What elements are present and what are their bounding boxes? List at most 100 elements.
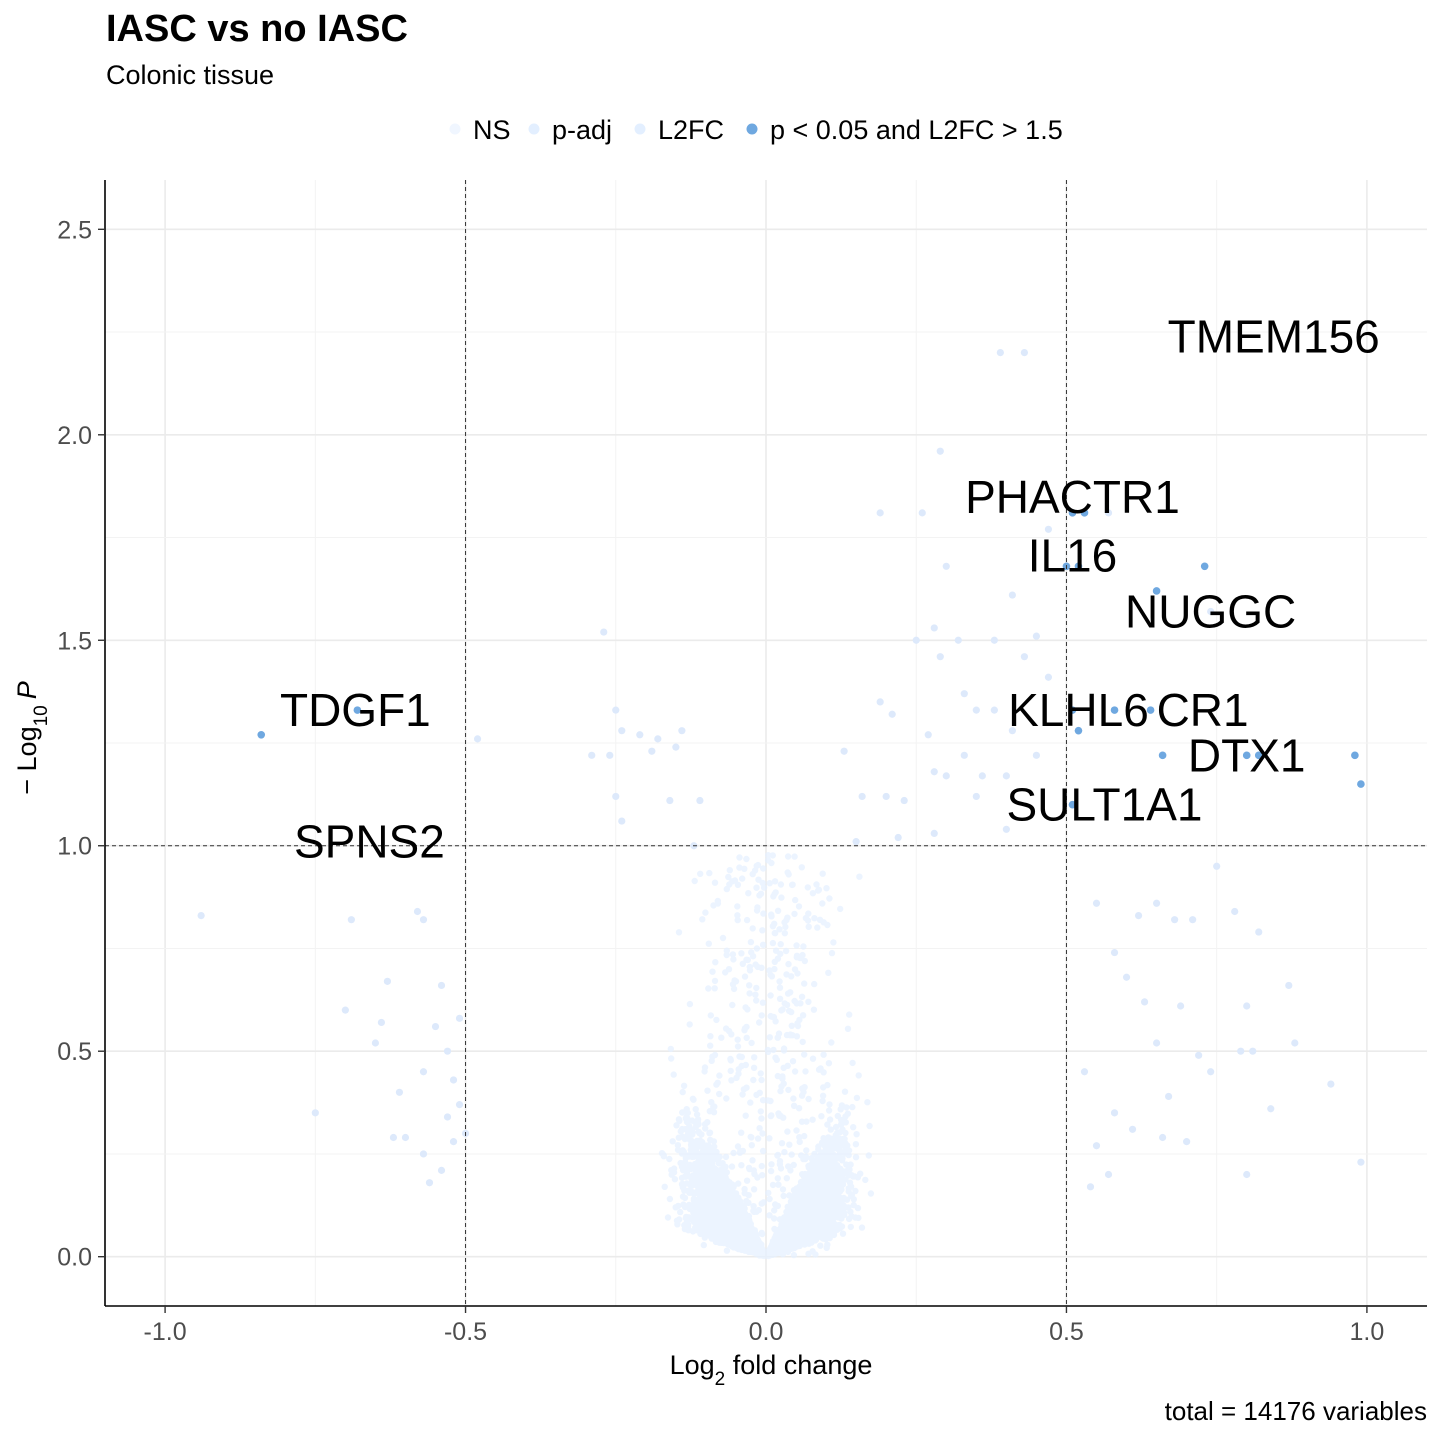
x-tick-label: 1.0	[1350, 1318, 1385, 1346]
light-point	[443, 1113, 452, 1121]
light-point	[1044, 673, 1053, 681]
light-point	[876, 698, 884, 706]
light-point	[1032, 751, 1041, 759]
light-point	[930, 624, 938, 632]
light-point	[858, 792, 866, 801]
light-point	[401, 1133, 410, 1142]
gene-label-phactr1: PHACTR1	[965, 471, 1180, 523]
significant-point	[1068, 800, 1077, 809]
light-point	[960, 751, 968, 759]
significant-point	[1357, 780, 1365, 788]
light-point	[449, 1138, 458, 1146]
light-point	[612, 792, 620, 801]
light-point	[419, 916, 428, 924]
light-points	[197, 348, 1365, 1191]
light-point	[840, 747, 848, 755]
y-tick-label: 2.5	[57, 216, 92, 244]
light-point	[1291, 1039, 1299, 1047]
light-point	[473, 735, 482, 743]
significant-point	[1110, 706, 1119, 714]
light-point	[1243, 1002, 1251, 1010]
legend-key	[449, 123, 461, 135]
significant-point	[353, 706, 362, 714]
chart-title: IASC vs no IASC	[106, 8, 408, 50]
light-point	[618, 727, 626, 735]
light-point	[936, 447, 944, 455]
light-point	[930, 829, 938, 838]
light-point	[900, 796, 908, 805]
light-point	[1177, 1002, 1185, 1010]
significant-point	[1068, 509, 1077, 517]
light-point	[1255, 928, 1263, 936]
light-point	[654, 735, 662, 743]
x-axis-title-main: Log	[670, 1350, 715, 1380]
light-point	[1267, 1105, 1275, 1113]
light-point	[437, 1166, 446, 1174]
light-point	[1134, 911, 1143, 920]
light-point	[972, 792, 980, 801]
gene-label-tmem156: TMEM156	[1168, 311, 1380, 363]
x-axis-title: Log2 fold change	[670, 1350, 873, 1390]
significant-point	[1200, 562, 1209, 571]
light-point	[960, 690, 968, 698]
light-point	[618, 817, 626, 825]
light-point	[978, 772, 986, 780]
light-point	[852, 838, 860, 846]
light-point	[1152, 899, 1161, 907]
significant-point	[1074, 726, 1083, 735]
significant-point	[1068, 706, 1077, 714]
x-tick-label: -1.0	[144, 1318, 187, 1346]
light-point	[413, 907, 422, 916]
light-point	[389, 1133, 398, 1142]
light-point	[311, 1109, 319, 1117]
gene-label-dtx1: DTX1	[1188, 729, 1306, 781]
light-point	[1122, 973, 1131, 981]
light-point	[912, 636, 920, 644]
caption: total = 14176 variables	[1165, 1396, 1427, 1426]
light-point	[347, 916, 355, 924]
significant-point	[1351, 751, 1359, 760]
light-point	[1140, 998, 1149, 1006]
significant-point	[1080, 509, 1089, 517]
light-point	[1002, 825, 1010, 833]
gene-label-sult1a1: SULT1A1	[1006, 779, 1202, 831]
y-axis-title: − Log10 P	[12, 681, 52, 794]
light-point	[1110, 948, 1119, 957]
light-point	[1207, 607, 1215, 616]
y-tick-label: 1.0	[57, 833, 92, 861]
y-tick-label: 0.0	[57, 1244, 92, 1272]
light-point	[197, 911, 205, 920]
light-point	[1249, 1047, 1257, 1055]
light-point	[1044, 525, 1053, 533]
significant-point	[1158, 751, 1167, 760]
threshold-lines	[105, 180, 1427, 1306]
significant-points	[257, 509, 1365, 809]
light-point	[882, 792, 890, 801]
light-point	[1020, 653, 1028, 661]
light-point	[1357, 1158, 1365, 1166]
x-ticks: -1.0 -0.5 0.0 0.5 1.0	[144, 1306, 1385, 1346]
x-axis-title-rest: fold change	[725, 1350, 872, 1380]
light-point	[1152, 1039, 1161, 1047]
y-axis-title-main: − Log	[12, 726, 42, 794]
light-point	[942, 772, 950, 780]
light-point	[371, 1039, 380, 1047]
light-point	[341, 1006, 349, 1014]
ns-point-cloud	[658, 852, 875, 1260]
light-point	[1213, 862, 1221, 870]
light-point	[1092, 1142, 1101, 1150]
gene-label-cr1: CR1	[1157, 684, 1249, 736]
gene-label-nuggc: NUGGC	[1125, 585, 1296, 637]
y-tick-label: 0.5	[57, 1038, 92, 1066]
light-point	[894, 833, 902, 842]
light-point	[383, 977, 392, 985]
light-point	[696, 796, 704, 805]
light-point	[678, 727, 686, 735]
legend-key	[528, 123, 540, 135]
light-point	[443, 1047, 452, 1055]
y-tick-label: 2.0	[57, 422, 92, 450]
x-axis-title-sub: 2	[715, 1369, 726, 1390]
significant-point	[1242, 751, 1251, 760]
legend: NS p-adj L2FC p < 0.05 and L2FC > 1.5	[449, 115, 1063, 145]
